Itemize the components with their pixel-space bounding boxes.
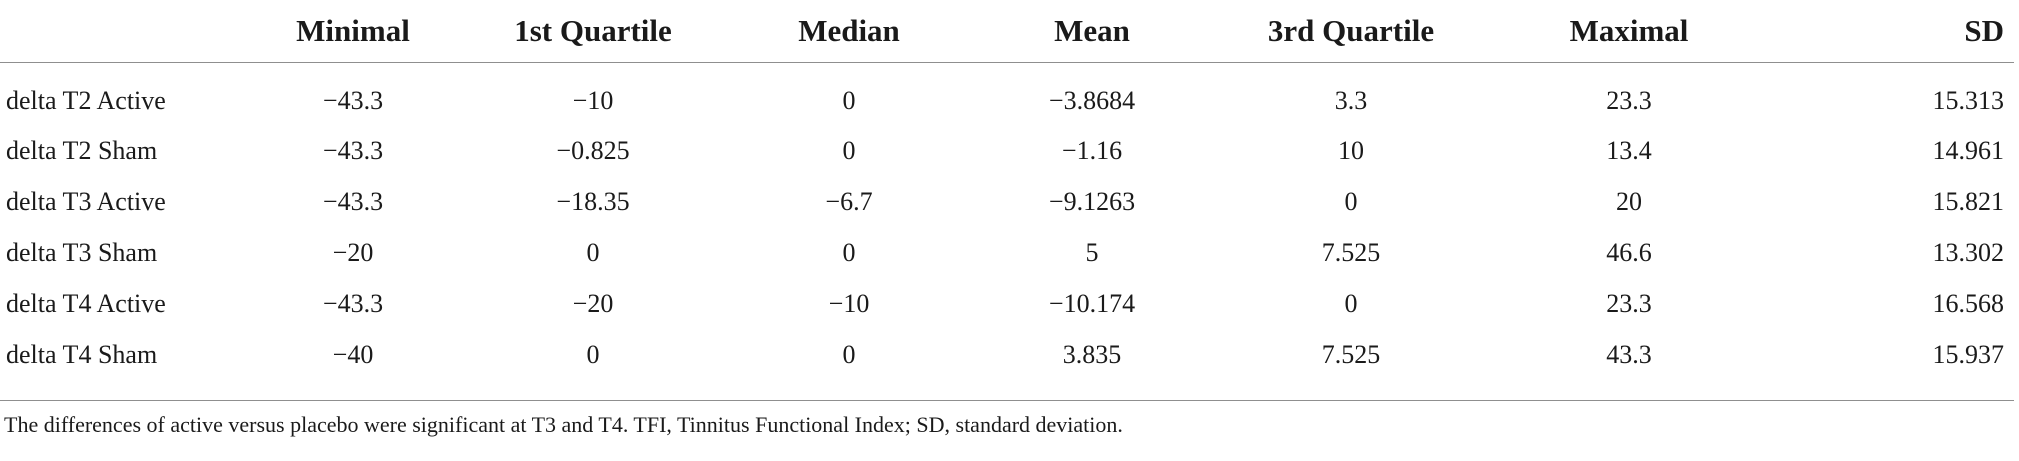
header-cell-mean: Mean bbox=[980, 0, 1204, 63]
statistics-table: Minimal 1st Quartile Median Mean 3rd Qua… bbox=[0, 0, 2014, 398]
header-cell-3rd-quartile: 3rd Quartile bbox=[1204, 0, 1498, 63]
header-cell-row-label bbox=[0, 0, 238, 63]
cell-sd: 15.821 bbox=[1932, 186, 2005, 216]
cell-3rd-quartile: 10 bbox=[1338, 135, 1364, 165]
cell-maximal: 23.3 bbox=[1606, 86, 1652, 115]
cell-mean: 5 bbox=[1085, 237, 1099, 267]
cell-3rd-quartile: 7.525 bbox=[1321, 339, 1381, 369]
cell-maximal: 23.3 bbox=[1606, 288, 1652, 318]
table-bottom-rule bbox=[0, 400, 2014, 401]
header-cell-1st-quartile: 1st Quartile bbox=[468, 0, 718, 63]
table-row: delta T3 Sham −20 0 0 5 7.525 46.6 13.30… bbox=[0, 227, 2014, 278]
header-cell-sd: SD bbox=[1760, 0, 2014, 63]
cell-minimal: −40 bbox=[332, 339, 374, 369]
table-row: delta T2 Active −43.3 −10 0 −3.8684 3.3 … bbox=[0, 63, 2014, 126]
row-label: delta T4 Sham bbox=[6, 339, 158, 369]
cell-sd: 16.568 bbox=[1932, 288, 2005, 318]
cell-minimal: −43.3 bbox=[322, 288, 384, 318]
table-row: delta T4 Sham −40 0 0 3.835 7.525 43.3 1… bbox=[0, 329, 2014, 398]
cell-median: 0 bbox=[842, 86, 856, 115]
row-label: delta T4 Active bbox=[6, 288, 166, 318]
cell-minimal: −43.3 bbox=[322, 135, 384, 165]
cell-median: 0 bbox=[842, 135, 856, 165]
cell-mean: 3.835 bbox=[1062, 339, 1122, 369]
cell-sd: 14.961 bbox=[1932, 135, 2005, 165]
cell-maximal: 20 bbox=[1616, 186, 1642, 216]
table-row: delta T2 Sham −43.3 −0.825 0 −1.16 10 13… bbox=[0, 125, 2014, 176]
table-row: delta T4 Active −43.3 −20 −10 −10.174 0 … bbox=[0, 278, 2014, 329]
row-label: delta T2 Active bbox=[6, 86, 166, 115]
cell-maximal: 46.6 bbox=[1606, 237, 1652, 267]
row-label: delta T2 Sham bbox=[6, 135, 158, 165]
cell-sd: 15.313 bbox=[1932, 86, 2005, 115]
row-label: delta T3 Active bbox=[6, 186, 166, 216]
row-label: delta T3 Sham bbox=[6, 237, 158, 267]
cell-median: 0 bbox=[842, 339, 856, 369]
cell-sd: 13.302 bbox=[1932, 237, 2005, 267]
cell-1st-quartile: 0 bbox=[586, 339, 600, 369]
header-cell-maximal: Maximal bbox=[1498, 0, 1760, 63]
cell-minimal: −20 bbox=[332, 237, 374, 267]
cell-mean: −10.174 bbox=[1048, 288, 1136, 318]
cell-median: 0 bbox=[842, 237, 856, 267]
cell-maximal: 43.3 bbox=[1606, 339, 1652, 369]
cell-mean: −1.16 bbox=[1061, 135, 1123, 165]
table-row: delta T3 Active −43.3 −18.35 −6.7 −9.126… bbox=[0, 176, 2014, 227]
header-cell-median: Median bbox=[718, 0, 980, 63]
header-cell-minimal: Minimal bbox=[238, 0, 468, 63]
cell-3rd-quartile: 0 bbox=[1344, 288, 1358, 318]
table-footnote: The differences of active versus placebo… bbox=[4, 412, 1123, 437]
cell-1st-quartile: −20 bbox=[572, 288, 614, 318]
cell-mean: −3.8684 bbox=[1048, 86, 1136, 115]
data-table-container: Minimal 1st Quartile Median Mean 3rd Qua… bbox=[0, 0, 2014, 398]
cell-median: −6.7 bbox=[825, 186, 873, 216]
cell-3rd-quartile: 3.3 bbox=[1334, 86, 1368, 115]
header-row: Minimal 1st Quartile Median Mean 3rd Qua… bbox=[0, 0, 2014, 63]
cell-mean: −9.1263 bbox=[1048, 186, 1136, 216]
cell-minimal: −43.3 bbox=[322, 186, 384, 216]
cell-minimal: −43.3 bbox=[322, 86, 384, 115]
cell-1st-quartile: 0 bbox=[586, 237, 600, 267]
cell-3rd-quartile: 0 bbox=[1344, 186, 1358, 216]
cell-sd: 15.937 bbox=[1932, 339, 2005, 369]
cell-maximal: 13.4 bbox=[1606, 135, 1652, 165]
cell-1st-quartile: −0.825 bbox=[556, 135, 630, 165]
cell-1st-quartile: −18.35 bbox=[556, 186, 630, 216]
cell-median: −10 bbox=[828, 288, 870, 318]
cell-3rd-quartile: 7.525 bbox=[1321, 237, 1381, 267]
cell-1st-quartile: −10 bbox=[572, 86, 614, 115]
